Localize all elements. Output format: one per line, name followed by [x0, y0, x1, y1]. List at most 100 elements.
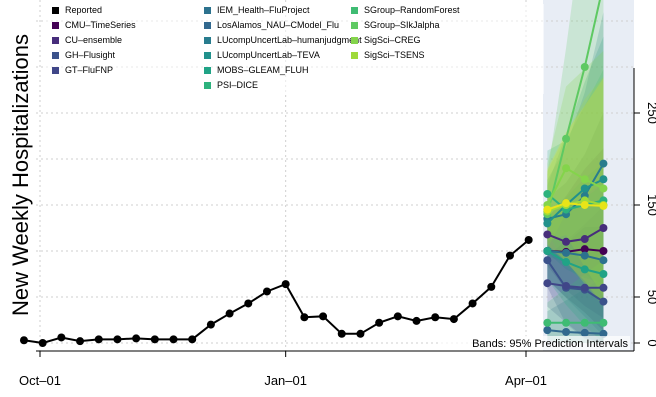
legend-swatch [52, 7, 59, 14]
reported-point [337, 329, 346, 338]
reported-point [356, 329, 365, 338]
reported-point [150, 335, 159, 344]
legend-label: MOBS–GLEAM_FLUH [217, 65, 309, 75]
reported-point [505, 251, 514, 260]
forecast-point [562, 164, 571, 173]
legend-label: GT–FluFNP [65, 65, 113, 75]
reported-point [412, 316, 421, 325]
reported-point [19, 336, 28, 345]
reported-point [281, 280, 290, 289]
y-tick-label: 50 [645, 290, 656, 304]
forecast-point [599, 297, 608, 306]
forecast-line [546, 0, 601, 215]
legend-label: CU–ensemble [65, 35, 122, 45]
forecast-point [599, 247, 608, 255]
x-axis-ticks: Oct–01 Jan–01 Apr–01 [19, 351, 547, 388]
legend: Reported CMU–TimeSeries CU–ensemble GH–Flus… [44, 4, 544, 94]
forecast-point [562, 199, 571, 208]
x-tick-label: Apr–01 [505, 373, 547, 388]
forecast-line [547, 329, 604, 335]
reported-point [487, 282, 496, 291]
legend-swatch [52, 52, 59, 59]
forecast-line [547, 199, 604, 213]
legend-swatch [204, 37, 211, 44]
legend-label: GH–Flusight [65, 50, 116, 60]
legend-label: SGroup–SIkJalpha [364, 20, 440, 30]
reported-point [524, 235, 533, 244]
legend-swatch [351, 37, 358, 44]
forecast-point [580, 175, 589, 184]
forecast-point [562, 237, 571, 246]
reported-point [319, 312, 328, 321]
grid [36, 0, 634, 351]
legend-swatch [204, 7, 211, 14]
y-tick-label: 150 [645, 194, 656, 216]
forecast-point [580, 283, 589, 292]
forecast-point [562, 134, 571, 143]
forecast-point [543, 189, 552, 198]
legend-label: SGroup–RandomForest [364, 5, 460, 15]
legend-swatch [204, 67, 211, 74]
forecast-point [599, 184, 608, 193]
prediction-band [547, 205, 604, 343]
forecast-point [580, 328, 589, 337]
x-tick-label: Oct–01 [19, 373, 61, 388]
x-tick-label: Jan–01 [264, 373, 307, 388]
forecast-point [543, 205, 552, 214]
legend-label: CMU–TimeSeries [65, 20, 136, 30]
reported-point [76, 337, 85, 346]
legend-swatch [52, 67, 59, 74]
bands-annotation: Bands: 95% Prediction Intervals [472, 338, 628, 350]
legend-label: IEM_Health–FluProject [217, 5, 310, 15]
forecast-point [562, 281, 571, 290]
y-axis-label: New Weekly Hospitalizations [8, 34, 33, 316]
legend-label: Reported [65, 5, 102, 15]
forecast-point [543, 219, 552, 228]
legend-swatch [204, 52, 211, 59]
legend-swatch [52, 37, 59, 44]
legend-label: SigSci–CREG [364, 35, 421, 45]
forecast-line [546, 166, 604, 206]
forecast-point [580, 63, 589, 71]
forecast-point [562, 318, 571, 327]
reported-point [431, 313, 440, 322]
forecast-line [546, 227, 604, 243]
reported-point [449, 315, 458, 324]
reported-point [300, 313, 309, 322]
legend-background [44, 4, 544, 94]
forecast-point [580, 235, 589, 244]
forecast-line [547, 202, 604, 211]
legend-label: PSI–DICE [217, 80, 258, 90]
y-tick-label: 250 [645, 102, 656, 124]
reported-point [225, 309, 234, 318]
legend-swatch [351, 52, 358, 59]
reported-point [375, 318, 384, 327]
reported-point [169, 335, 178, 344]
forecast-point [580, 184, 589, 193]
legend-label: LUcompUncertLab–TEVA [217, 50, 320, 60]
legend-swatch [52, 22, 59, 29]
reported-point [468, 299, 477, 308]
reported-point [244, 299, 253, 308]
y-tick-label: 0 [645, 339, 656, 346]
forecast-point [599, 283, 608, 292]
forecast-point [543, 256, 552, 265]
reported-series-line [23, 239, 530, 345]
legend-swatch [204, 82, 211, 89]
legend-swatch [351, 22, 358, 29]
forecast-lines [543, 0, 608, 338]
forecast-point [580, 318, 589, 327]
forecast-line [547, 282, 604, 289]
forecast-line [547, 250, 604, 262]
legend-label: SigSci–TSENS [364, 50, 425, 60]
reported-point [188, 335, 197, 344]
forecast-point [599, 329, 608, 338]
y-axis-ticks: 0 50 150 250 [634, 102, 656, 347]
forecast-point [599, 270, 608, 278]
forecast-point [599, 201, 608, 210]
legend-label: LosAlamos_NAU–CModel_Flu [217, 20, 339, 30]
forecast-point [580, 245, 589, 254]
prediction-band [547, 36, 604, 292]
prediction-band [547, 76, 604, 306]
